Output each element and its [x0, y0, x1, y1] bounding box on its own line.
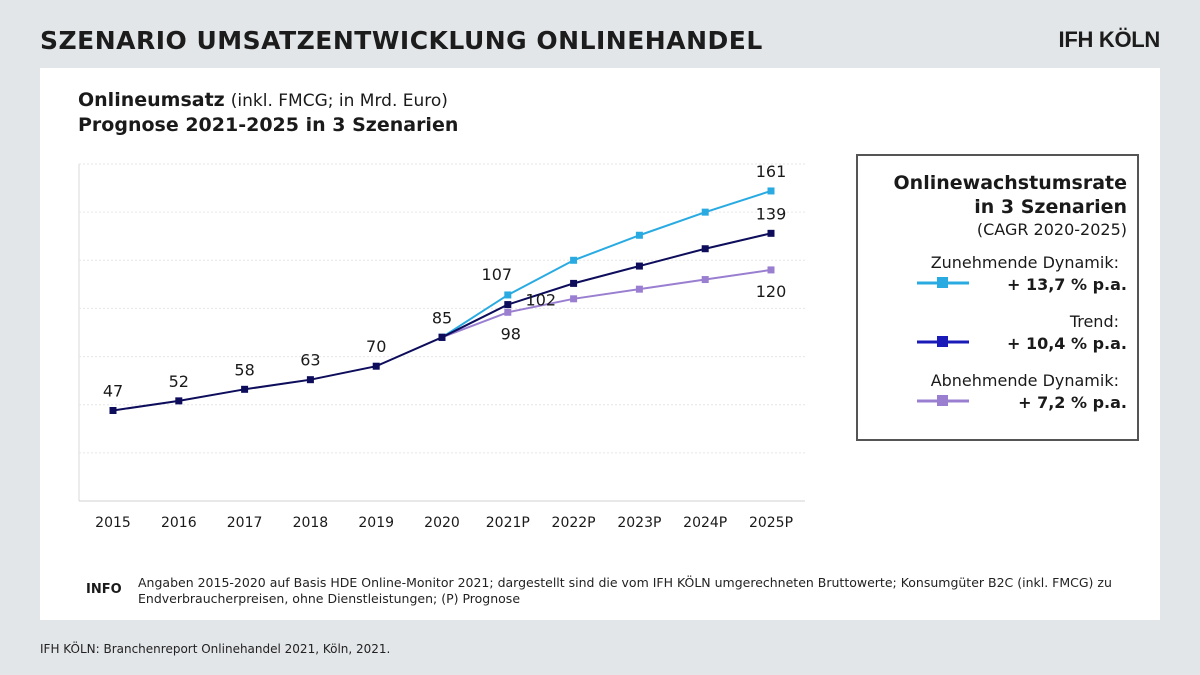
legend-item-value: + 13,7 % p.a.	[1006, 275, 1127, 294]
x-tick-label: 2025P	[749, 515, 793, 531]
chart-lines	[112, 190, 772, 412]
data-label: 161	[756, 162, 787, 181]
legend-swatch-icon	[917, 336, 969, 347]
data-label: 107	[482, 265, 513, 284]
legend-item-name: Abnehmende Dynamik:	[930, 371, 1119, 390]
data-label: 120	[756, 282, 787, 301]
data-label: 98	[501, 324, 521, 343]
source-note: IFH KÖLN: Branchenreport Onlinehandel 20…	[40, 642, 391, 656]
data-label: 139	[756, 204, 787, 223]
legend-item-trend: Trend: + 10,4 % p.a.	[867, 312, 1127, 356]
chart-card: Onlineumsatz (inkl. FMCG; in Mrd. Euro) …	[40, 68, 1160, 620]
subtitle-normal: (inkl. FMCG; in Mrd. Euro)	[230, 91, 448, 111]
legend-item-abnehmend: Abnehmende Dynamik: + 7,2 % p.a.	[867, 371, 1127, 415]
data-point	[635, 262, 643, 270]
data-point	[504, 308, 512, 316]
chart-grid	[78, 163, 805, 502]
series-line	[441, 268, 772, 339]
x-tick-label: 2017	[227, 515, 263, 531]
x-tick-label: 2021P	[486, 515, 530, 531]
series-line	[441, 190, 772, 339]
series-line	[441, 232, 772, 339]
chart-subtitle: Onlineumsatz (inkl. FMCG; in Mrd. Euro) …	[78, 88, 458, 137]
info-text: Angaben 2015-2020 auf Basis HDE Online-M…	[138, 575, 1112, 606]
subtitle-line2: Prognose 2021-2025 in 3 Szenarien	[78, 114, 459, 136]
x-tick-labels: 2015 2016 2017 2018 2019 2020 2021P 2022P 2023P 2…	[95, 515, 793, 531]
data-point	[570, 295, 578, 303]
series-line	[112, 336, 443, 412]
data-point	[767, 266, 775, 274]
info-label: INFO	[86, 582, 122, 597]
data-point	[372, 362, 380, 370]
data-point	[504, 291, 512, 299]
data-point	[701, 276, 709, 284]
page-title: SZENARIO UMSATZENTWICKLUNG ONLINEHANDEL	[40, 26, 763, 55]
x-tick-label: 2016	[161, 515, 197, 531]
data-point	[570, 256, 578, 264]
legend-item-value: + 10,4 % p.a.	[1006, 334, 1127, 353]
line-chart: 2015 2016 2017 2018 2019 2020 2021P 2022P 2023P 2…	[78, 162, 805, 531]
x-tick-label: 2020	[424, 515, 460, 531]
legend-title: Onlinewachstumsrate in 3 Szenarien	[894, 171, 1127, 219]
legend-swatch-icon	[917, 277, 969, 288]
subtitle-strong: Onlineumsatz	[78, 89, 225, 111]
x-tick-label: 2022P	[552, 515, 596, 531]
data-point	[701, 208, 709, 216]
data-label: 52	[169, 372, 189, 391]
x-tick-label: 2015	[95, 515, 131, 531]
legend-title-line2: in 3 Szenarien	[974, 196, 1127, 218]
data-point	[767, 187, 775, 195]
legend-item-name: Zunehmende Dynamik:	[930, 253, 1119, 272]
legend-item-name: Trend:	[1069, 312, 1119, 331]
legend-swatch-icon	[917, 395, 969, 406]
data-label: 58	[234, 360, 254, 379]
x-tick-label: 2023P	[617, 515, 661, 531]
data-point	[175, 397, 183, 405]
data-point	[504, 301, 512, 309]
data-label: 70	[366, 337, 386, 356]
data-label: 102	[526, 291, 557, 310]
legend-item-value: + 7,2 % p.a.	[1018, 393, 1127, 412]
data-label: 85	[432, 308, 452, 327]
legend-box: Onlinewachstumsrate in 3 Szenarien (CAGR…	[856, 154, 1139, 441]
data-point	[767, 229, 775, 237]
legend-title-line1: Onlinewachstumsrate	[893, 172, 1127, 194]
data-point	[570, 279, 578, 287]
legend-subtitle: (CAGR 2020-2025)	[976, 220, 1127, 239]
x-tick-label: 2019	[358, 515, 394, 531]
data-label: 47	[103, 381, 123, 400]
data-point	[109, 406, 117, 414]
data-point	[306, 376, 314, 384]
data-point	[438, 333, 446, 341]
x-tick-label: 2024P	[683, 515, 727, 531]
data-point	[635, 285, 643, 293]
data-point	[241, 385, 249, 393]
data-point	[701, 245, 709, 253]
x-tick-label: 2018	[293, 515, 329, 531]
data-labels: 47 52 58 63 70 85 107 102 98 161 139 120	[103, 162, 786, 401]
data-point	[635, 231, 643, 239]
chart-markers	[109, 187, 775, 414]
ifh-logo: IFH KÖLN	[1058, 27, 1161, 52]
legend-item-zunehmend: Zunehmende Dynamik: + 13,7 % p.a.	[867, 253, 1127, 297]
data-label: 63	[300, 351, 320, 370]
